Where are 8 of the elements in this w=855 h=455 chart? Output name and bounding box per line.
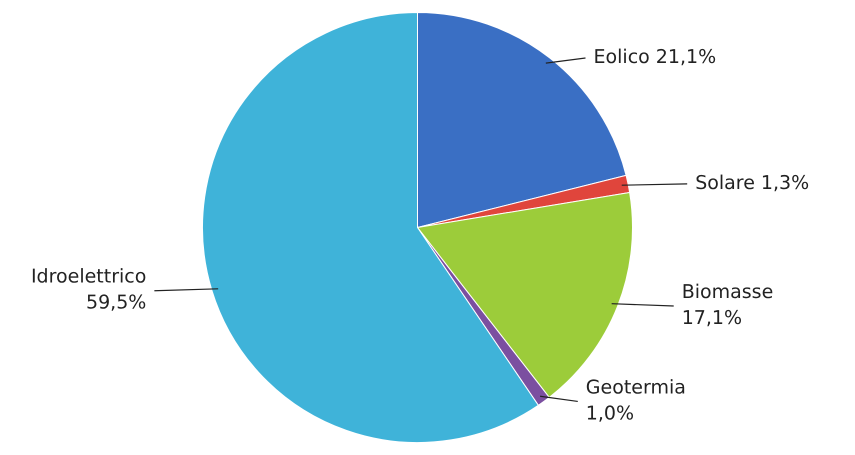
slice-label: Eolico 21,1% [594, 46, 716, 68]
slice-label: Idroelettrico [30, 266, 146, 288]
data-label: 59,5% [86, 292, 146, 314]
data-label: 17,1% [682, 306, 742, 329]
slice-label: Geotermia [586, 376, 686, 398]
data-label: 1,0% [586, 402, 634, 424]
slice-label: Solare 1,3% [695, 172, 810, 194]
slice-label: Biomasse [682, 280, 774, 303]
